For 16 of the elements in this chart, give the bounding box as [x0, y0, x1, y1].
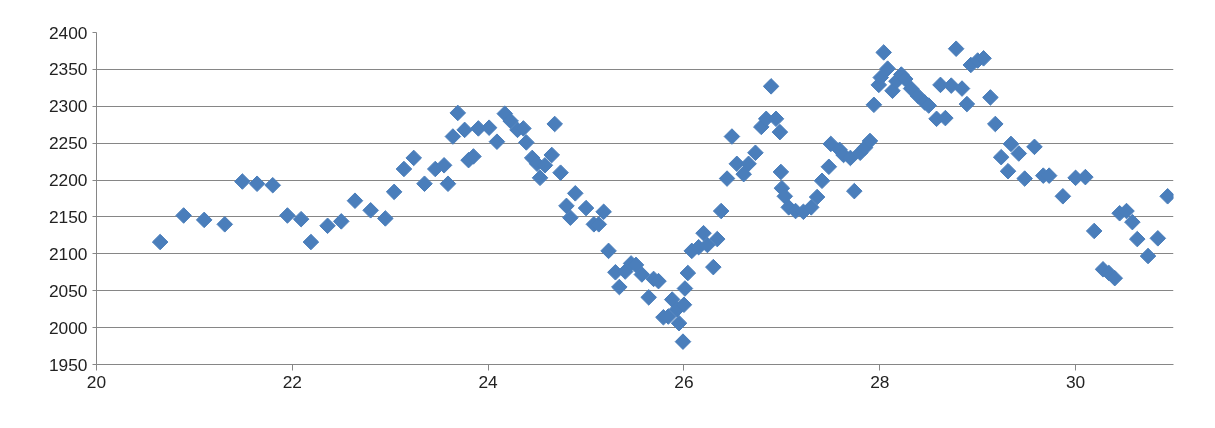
y-tick-label: 2250 [48, 133, 88, 154]
x-tick-label: 30 [1065, 371, 1086, 392]
x-tick-label: 28 [870, 371, 890, 392]
x-tick-label: 22 [282, 371, 302, 392]
y-tick-label: 2200 [48, 170, 88, 191]
y-tick-label: 2150 [48, 206, 88, 227]
x-tick-label: 26 [674, 371, 694, 392]
x-tick-label: 24 [478, 371, 499, 392]
y-tick-label: 2400 [48, 22, 88, 43]
y-tick-label: 1950 [48, 354, 88, 375]
y-tick-label: 2300 [48, 96, 88, 117]
y-tick-label: 2000 [48, 317, 88, 338]
y-tick-label: 2050 [48, 280, 88, 301]
y-tick-label: 2100 [48, 243, 88, 264]
x-tick-label: 20 [86, 371, 107, 392]
y-tick-label: 2350 [48, 59, 88, 80]
